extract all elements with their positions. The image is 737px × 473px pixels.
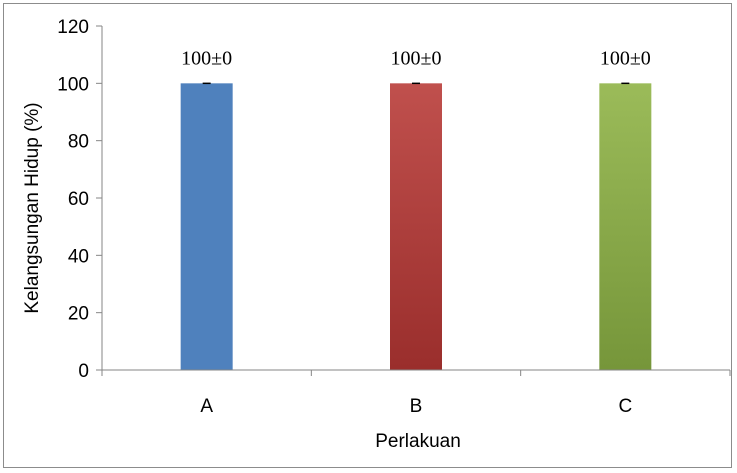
- bar-a: [180, 83, 233, 370]
- x-axis-ticks: A B C: [101, 370, 731, 417]
- data-label-b: 100±0: [391, 47, 442, 69]
- data-label-c: 100±0: [600, 47, 651, 69]
- y-axis-ticks: 0 20 40 60 80 100 120: [57, 17, 102, 382]
- y-tick-label: 0: [78, 361, 89, 382]
- bar-b: [390, 83, 442, 370]
- x-tick-label: A: [200, 396, 213, 417]
- y-tick-label: 20: [68, 304, 89, 325]
- y-tick-label: 60: [68, 189, 89, 210]
- y-axis-title: Kelangsungan Hidup (%): [22, 102, 43, 313]
- x-tick-label: C: [618, 396, 632, 417]
- y-tick-label: 100: [57, 74, 89, 95]
- y-tick-label: 120: [57, 17, 89, 38]
- y-tick-label: 40: [68, 246, 89, 267]
- x-tick-label: B: [410, 396, 423, 417]
- bar-c: [599, 83, 652, 370]
- x-axis-title: Perlakuan: [375, 431, 461, 452]
- bars: 100±0 100±0 100±0: [180, 47, 652, 370]
- data-label-a: 100±0: [181, 47, 232, 69]
- y-tick-label: 80: [68, 132, 89, 153]
